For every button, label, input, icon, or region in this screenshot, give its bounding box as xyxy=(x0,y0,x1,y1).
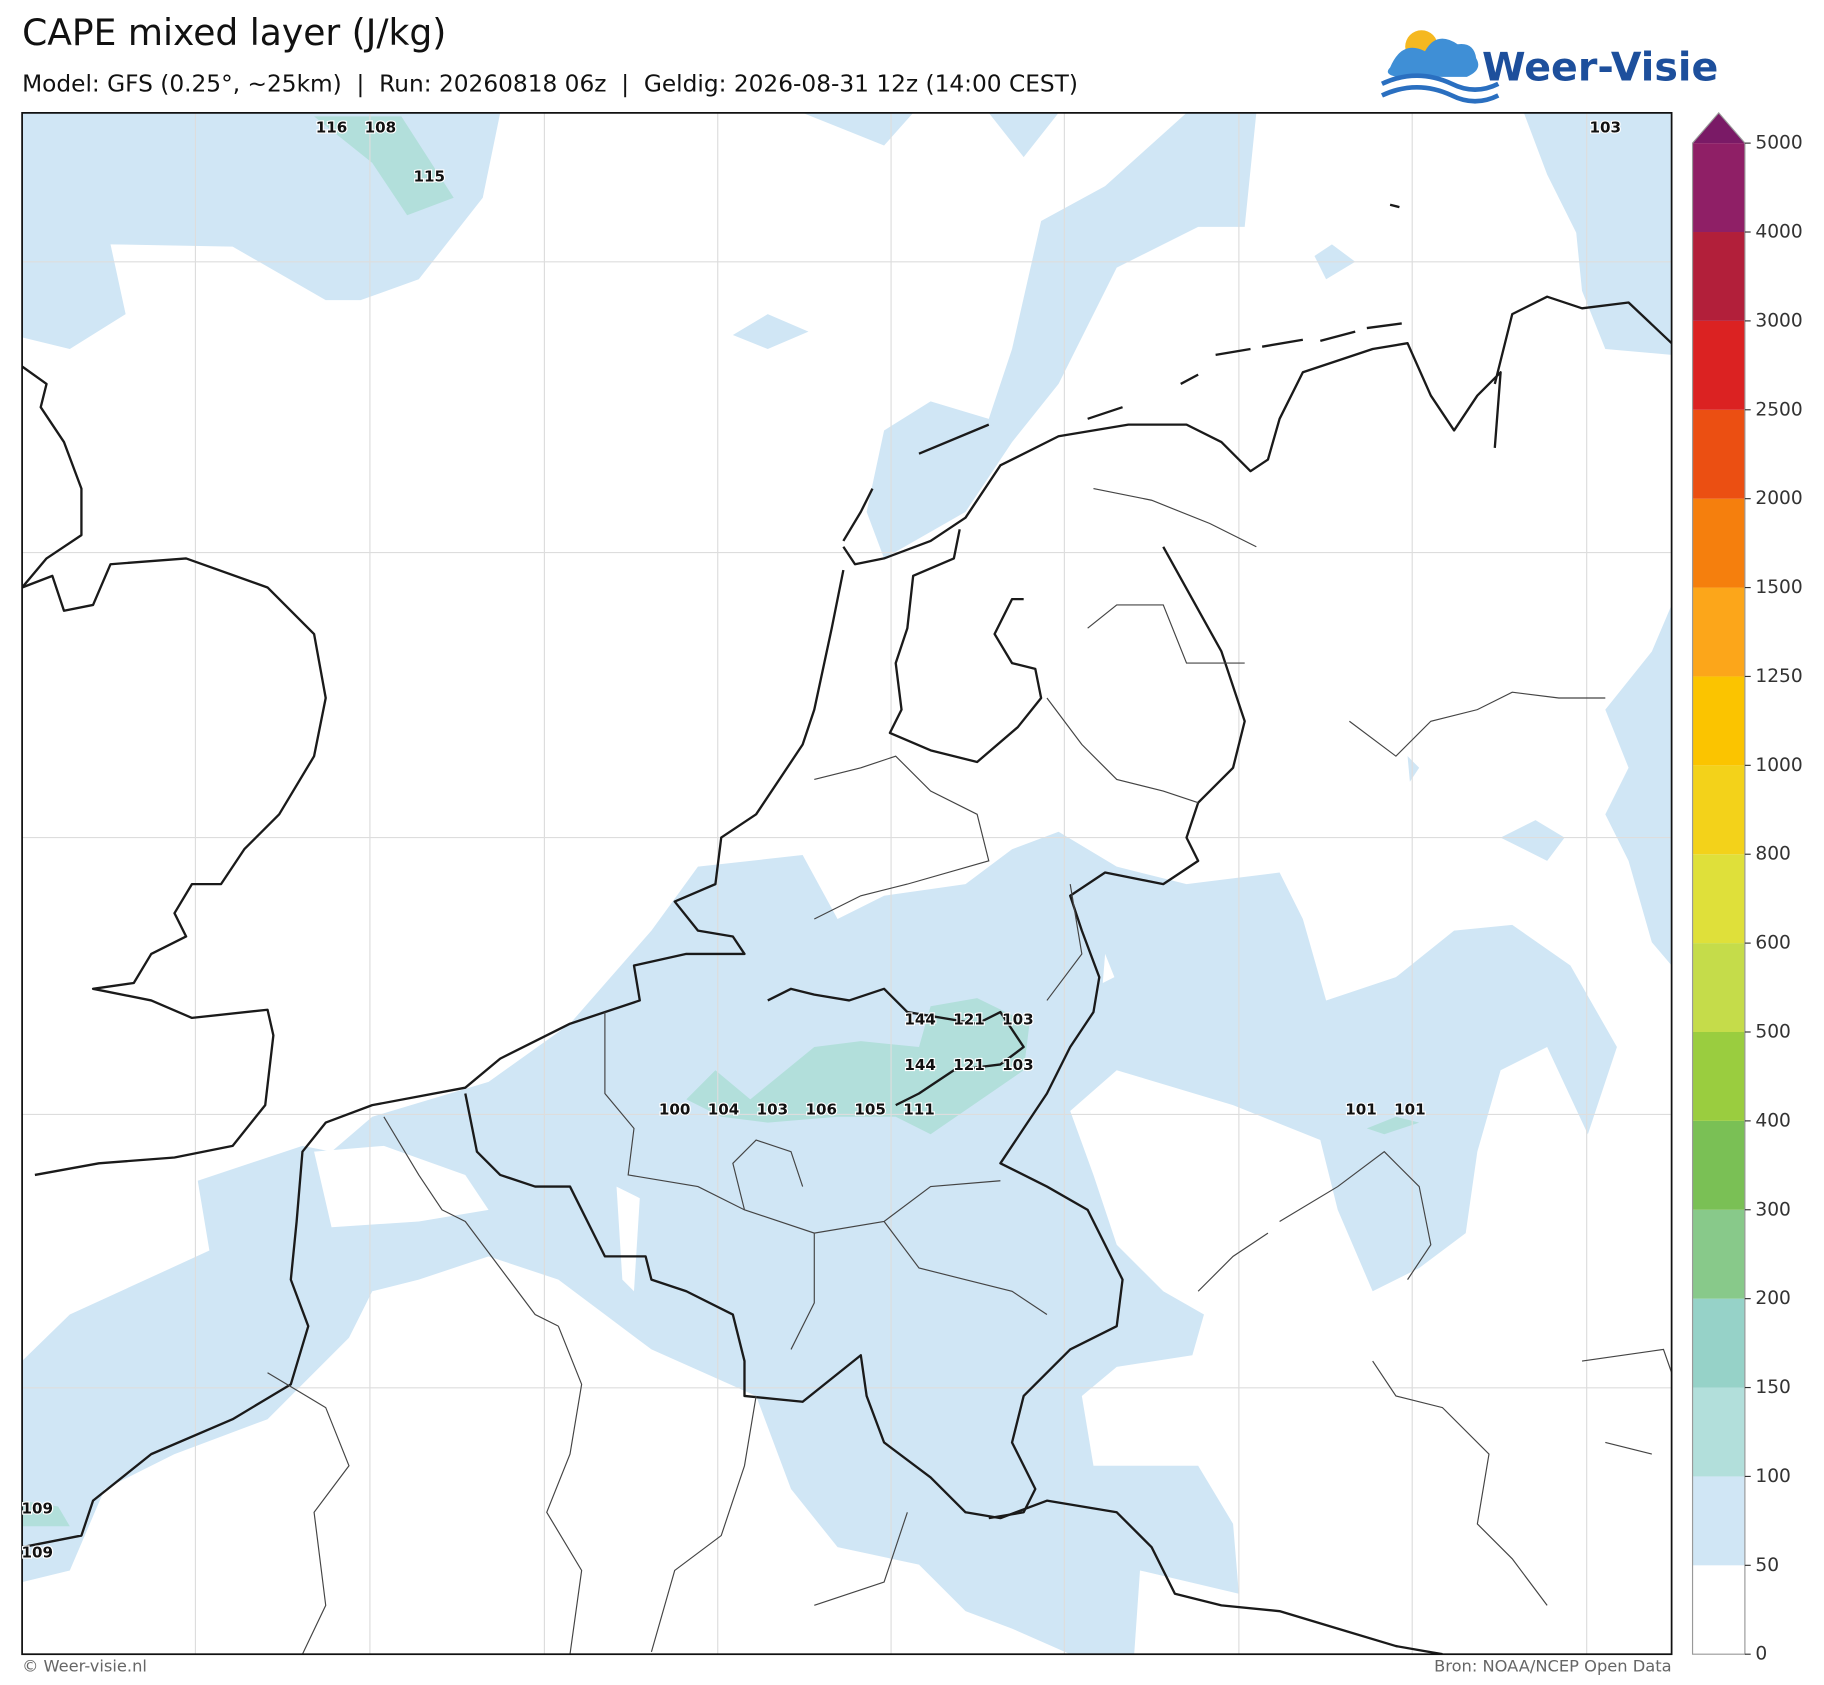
value-label: 109 xyxy=(21,1544,53,1562)
value-label: 103 xyxy=(1002,1011,1034,1029)
colorbar-tick-label: 150 xyxy=(1755,1377,1791,1398)
colorbar-tick-label: 2000 xyxy=(1755,488,1802,509)
colorbar-segment xyxy=(1692,943,1745,1032)
colorbar-tick-label: 50 xyxy=(1755,1555,1779,1576)
subtitle: Model: GFS (0.25°, ~25km) | Run: 2026081… xyxy=(22,70,1078,97)
colorbar-tick-label: 1500 xyxy=(1755,577,1802,598)
footer-left: © Weer-visie.nl xyxy=(22,1657,147,1676)
value-label: 144 xyxy=(904,1056,936,1074)
value-label: 106 xyxy=(805,1100,837,1118)
colorbar-tick-label: 300 xyxy=(1755,1199,1791,1220)
colorbar-tick-label: 4000 xyxy=(1755,222,1802,243)
colorbar-tick-label: 2500 xyxy=(1755,399,1802,420)
footer-right: Bron: NOAA/NCEP Open Data xyxy=(1434,1657,1672,1676)
colorbar-segment xyxy=(1692,1298,1745,1388)
title: CAPE mixed layer (J/kg) xyxy=(22,12,446,54)
borders xyxy=(267,488,1672,1655)
colorbar-outline xyxy=(1691,111,1746,1655)
value-labels: 116 108 115 103 144 121 103 144 121 103 100 104 103 1… xyxy=(20,117,1622,1562)
colorbar-tick-label: 100 xyxy=(1755,1466,1791,1487)
colorbar-segment xyxy=(1692,1031,1745,1121)
colorbar-segment xyxy=(1692,587,1745,677)
colorbar-tick-label: 1000 xyxy=(1755,755,1802,776)
colorbar-segment xyxy=(1692,1565,1745,1655)
value-label: 103 xyxy=(757,1100,789,1118)
colorbar-tick-label: 500 xyxy=(1755,1021,1791,1042)
colorbar-segment xyxy=(1692,1209,1745,1299)
colorbar-segment xyxy=(1692,409,1745,499)
colorbar-tick-label: 3000 xyxy=(1755,310,1802,331)
value-label: 101 xyxy=(1345,1100,1377,1118)
colorbar-tick-label: 800 xyxy=(1755,844,1791,865)
value-label: 109 xyxy=(21,1499,53,1517)
colorbar-segment xyxy=(1692,232,1745,321)
colorbar-tick-label: 1250 xyxy=(1755,666,1802,687)
value-label: 144 xyxy=(904,1011,936,1029)
value-label: 100 xyxy=(659,1100,691,1118)
colorbar-segment xyxy=(1692,1120,1745,1210)
colorbar-segment xyxy=(1692,676,1745,766)
colorbar-extend xyxy=(1692,112,1745,144)
colorbar-segment xyxy=(1692,320,1745,410)
colorbar-tick-label: 0 xyxy=(1755,1644,1767,1665)
value-label: 103 xyxy=(1590,119,1622,137)
colorbar-tick-label: 200 xyxy=(1755,1288,1791,1309)
colorbar-tick-label: 400 xyxy=(1755,1110,1791,1131)
value-label: 101 xyxy=(1394,1100,1426,1118)
coastlines xyxy=(22,203,1672,1655)
colorbar-segment xyxy=(1692,765,1745,855)
value-label: 115 xyxy=(413,167,445,185)
value-label: 103 xyxy=(1002,1056,1034,1074)
value-label: 108 xyxy=(365,119,397,137)
value-label: 104 xyxy=(708,1100,740,1118)
colorbar-segment xyxy=(1692,1387,1745,1477)
map-frame xyxy=(21,112,1673,1656)
colorbar-segment xyxy=(1692,854,1745,944)
value-label: 111 xyxy=(903,1100,935,1118)
map-area xyxy=(22,112,1672,1655)
value-label: 121 xyxy=(953,1011,985,1029)
colorbar: 0 50 100 150 200 300 400 500 600 800 1000 1250 1500 2… xyxy=(1691,111,1803,1665)
colorbar-segment xyxy=(1692,143,1745,233)
colorbar-segment xyxy=(1692,1476,1745,1566)
value-label: 105 xyxy=(854,1100,886,1118)
colorbar-tick-label: 5000 xyxy=(1755,133,1802,154)
colorbar-tick-label: 600 xyxy=(1755,933,1791,954)
logo-text: Weer-Visie xyxy=(1482,44,1718,90)
value-label: 116 xyxy=(316,119,348,137)
value-label: 121 xyxy=(953,1056,985,1074)
colorbar-segment xyxy=(1692,498,1745,588)
logo: Weer-Visie xyxy=(1380,30,1718,104)
